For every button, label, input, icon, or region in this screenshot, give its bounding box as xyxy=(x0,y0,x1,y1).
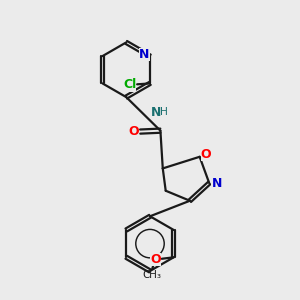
Text: Cl: Cl xyxy=(123,78,136,92)
Text: O: O xyxy=(150,253,160,266)
Text: O: O xyxy=(128,125,139,138)
Text: N: N xyxy=(212,177,222,190)
Text: O: O xyxy=(201,148,211,161)
Text: H: H xyxy=(160,107,168,117)
Text: CH₃: CH₃ xyxy=(142,270,161,280)
Text: N: N xyxy=(151,106,161,119)
Text: N: N xyxy=(140,48,150,61)
